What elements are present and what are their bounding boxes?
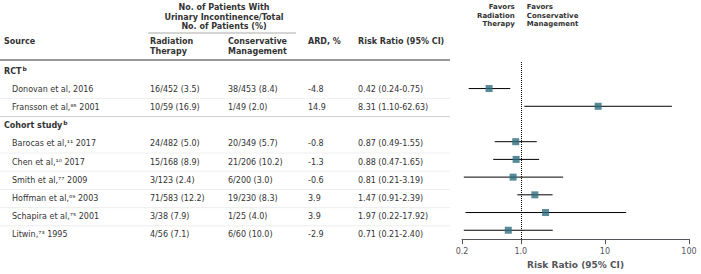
svg-text:b: b [63, 119, 68, 126]
svg-text:ARD, %: ARD, % [308, 37, 341, 46]
svg-text:Hoffman et al,⁶⁹ 2003: Hoffman et al,⁶⁹ 2003 [12, 194, 98, 203]
svg-text:-0.8: -0.8 [308, 139, 324, 148]
svg-text:6/60 (10.0): 6/60 (10.0) [228, 230, 273, 239]
svg-text:No. of Patients With: No. of Patients With [179, 3, 270, 12]
svg-text:4/56 (7.1): 4/56 (7.1) [150, 230, 189, 239]
svg-text:Urinary Incontinence/Total: Urinary Incontinence/Total [164, 13, 283, 22]
svg-text:Radiation: Radiation [477, 12, 515, 20]
svg-text:Smith et al,⁷⁷ 2009: Smith et al,⁷⁷ 2009 [12, 176, 87, 185]
svg-text:3/38 (7.9): 3/38 (7.9) [150, 212, 189, 221]
svg-text:3/123 (2.4): 3/123 (2.4) [150, 176, 195, 185]
svg-text:1.47 (0.91-2.39): 1.47 (0.91-2.39) [358, 194, 423, 203]
svg-text:-1.3: -1.3 [308, 158, 324, 167]
svg-text:1/49 (2.0): 1/49 (2.0) [228, 103, 267, 112]
svg-text:19/230 (8.3): 19/230 (8.3) [228, 194, 278, 203]
svg-text:1/25 (4.0): 1/25 (4.0) [228, 212, 267, 221]
svg-text:6/200 (3.0): 6/200 (3.0) [228, 176, 273, 185]
svg-text:24/482 (5.0): 24/482 (5.0) [150, 139, 200, 148]
svg-text:Therapy: Therapy [150, 47, 188, 56]
svg-text:14.9: 14.9 [308, 103, 326, 112]
svg-text:0.42 (0.24-0.75): 0.42 (0.24-0.75) [358, 85, 423, 94]
svg-text:Chen et al,¹⁰ 2017: Chen et al,¹⁰ 2017 [12, 158, 85, 167]
svg-text:Schapira et al,⁷⁵ 2001: Schapira et al,⁷⁵ 2001 [12, 212, 99, 221]
svg-text:1.97 (0.22-17.92): 1.97 (0.22-17.92) [358, 212, 428, 221]
svg-text:Radiation: Radiation [150, 37, 193, 46]
svg-text:Therapy: Therapy [483, 20, 516, 28]
svg-text:Favors: Favors [489, 3, 515, 11]
svg-text:Source: Source [4, 37, 36, 46]
svg-text:Litwin,⁷³ 1995: Litwin,⁷³ 1995 [12, 230, 68, 239]
svg-text:0.81 (0.21-3.19): 0.81 (0.21-3.19) [358, 176, 423, 185]
svg-text:15/168 (8.9): 15/168 (8.9) [150, 158, 200, 167]
svg-text:RCT: RCT [4, 67, 22, 76]
svg-text:38/453 (8.4): 38/453 (8.4) [228, 85, 278, 94]
svg-text:Risk Ratio (95% CI): Risk Ratio (95% CI) [358, 37, 444, 46]
svg-text:20/349 (5.7): 20/349 (5.7) [228, 139, 278, 148]
svg-text:100: 100 [681, 247, 696, 256]
svg-text:8.31 (1.10-62.63): 8.31 (1.10-62.63) [358, 103, 428, 112]
svg-text:Donovan et al,⁦⁦ 2016: Donovan et al,⁦⁦ 2016 [12, 85, 93, 94]
svg-text:Risk Ratio (95% CI): Risk Ratio (95% CI) [527, 260, 624, 270]
svg-text:10/59 (16.9): 10/59 (16.9) [150, 103, 200, 112]
svg-text:71/583 (12.2): 71/583 (12.2) [150, 194, 205, 203]
svg-text:Management: Management [228, 47, 287, 56]
svg-text:0.88 (0.47-1.65): 0.88 (0.47-1.65) [358, 158, 423, 167]
svg-text:Cohort study: Cohort study [4, 121, 63, 130]
svg-text:0.2: 0.2 [456, 247, 469, 256]
svg-text:3.9: 3.9 [308, 212, 321, 221]
svg-text:3.9: 3.9 [308, 194, 321, 203]
svg-text:Barocas et al,¹¹ 2017: Barocas et al,¹¹ 2017 [12, 139, 96, 148]
svg-text:-2.9: -2.9 [308, 230, 324, 239]
svg-text:Conservative: Conservative [527, 12, 579, 20]
svg-text:-4.8: -4.8 [308, 85, 324, 94]
svg-text:Management: Management [527, 20, 579, 28]
svg-text:No. of Patients (%): No. of Patients (%) [181, 22, 266, 31]
svg-text:Fransson et al,⁸⁵ 2001: Fransson et al,⁸⁵ 2001 [12, 103, 100, 112]
svg-text:21/206 (10.2): 21/206 (10.2) [228, 158, 283, 167]
svg-text:b: b [22, 65, 27, 72]
svg-text:0.71 (0.21-2.40): 0.71 (0.21-2.40) [358, 230, 423, 239]
svg-text:16/452 (3.5): 16/452 (3.5) [150, 85, 200, 94]
svg-text:1.0: 1.0 [514, 247, 527, 256]
svg-text:Favors: Favors [527, 3, 553, 11]
svg-text:Conservative: Conservative [228, 37, 288, 46]
svg-text:0.87 (0.49-1.55): 0.87 (0.49-1.55) [358, 139, 423, 148]
svg-text:-0.6: -0.6 [308, 176, 324, 185]
svg-text:10: 10 [600, 247, 610, 256]
